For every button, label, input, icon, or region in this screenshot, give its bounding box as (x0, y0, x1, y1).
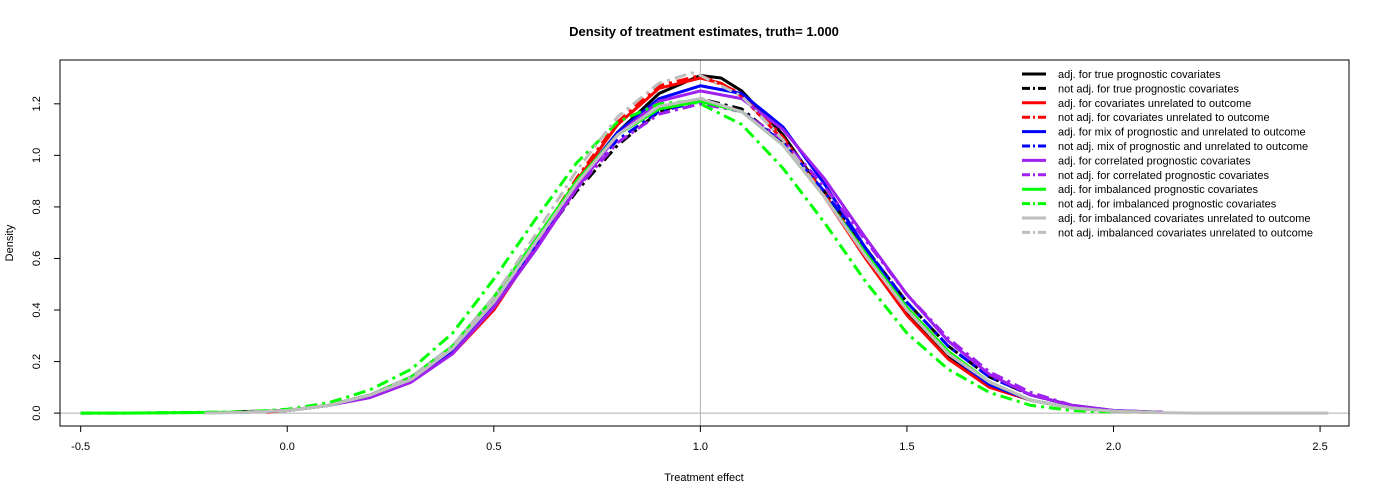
series-line-1 (233, 73, 1155, 414)
x-tick-label: 1.5 (899, 441, 914, 453)
legend-label-2: not adj. for true prognostic covariates (1058, 83, 1239, 95)
legend-label-1: adj. for true prognostic covariates (1058, 69, 1221, 81)
legend-label-12: not adj. imbalanced covariates unrelated… (1058, 227, 1313, 239)
legend-label-11: adj. for imbalanced covariates unrelated… (1058, 213, 1311, 225)
legend-label-7: adj. for correlated prognostic covariate… (1058, 155, 1251, 167)
series-line-9 (80, 99, 1155, 415)
legend: adj. for true prognostic covariates not a… (1022, 69, 1313, 239)
series-line-3 (266, 76, 1147, 414)
legend-label-9: adj. for imbalanced prognostic covariate… (1058, 184, 1258, 196)
density-curves (80, 71, 1329, 415)
x-tick-label: 0.5 (486, 441, 501, 453)
legend-label-4: not adj. for covariates unrelated to out… (1058, 112, 1270, 124)
legend-label-8: not adj. for correlated prognostic covar… (1058, 170, 1269, 182)
series-line-10 (80, 99, 1114, 415)
x-tick-label: 2.5 (1312, 441, 1327, 453)
x-tick-label: -0.5 (71, 441, 90, 453)
series-line-12 (245, 71, 1155, 414)
y-tick-label: 0.4 (31, 302, 43, 317)
y-tick-label: 0.0 (31, 405, 43, 420)
legend-label-5: adj. for mix of prognostic and unrelated… (1058, 127, 1306, 139)
legend-label-3: adj. for covariates unrelated to outcome (1058, 98, 1251, 110)
chart-title: Density of treatment estimates, truth= 1… (569, 24, 839, 39)
x-axis-label: Treatment effect (664, 472, 743, 484)
y-tick-label: 1.2 (31, 96, 43, 111)
y-axis-label: Density (4, 224, 16, 261)
x-axis: -0.5 0.0 0.5 1.0 1.5 2.0 2.5 (71, 426, 1328, 453)
y-tick-label: 1.0 (31, 148, 43, 163)
series-line-8 (80, 102, 1164, 415)
y-tick-label: 0.8 (31, 199, 43, 214)
legend-label-10: not adj. for imbalanced prognostic covar… (1058, 199, 1277, 211)
series-line-7 (245, 89, 1164, 414)
legend-label-6: not adj. mix of prognostic and unrelated… (1058, 141, 1308, 153)
x-tick-label: 0.0 (280, 441, 295, 453)
x-tick-label: 1.0 (693, 441, 708, 453)
y-tick-label: 0.2 (31, 354, 43, 369)
plot-frame (59, 59, 1350, 427)
y-axis: 0.0 0.2 0.4 0.6 0.8 1.0 1.2 (31, 96, 60, 421)
x-tick-label: 2.0 (1106, 441, 1121, 453)
y-tick-label: 0.6 (31, 251, 43, 266)
